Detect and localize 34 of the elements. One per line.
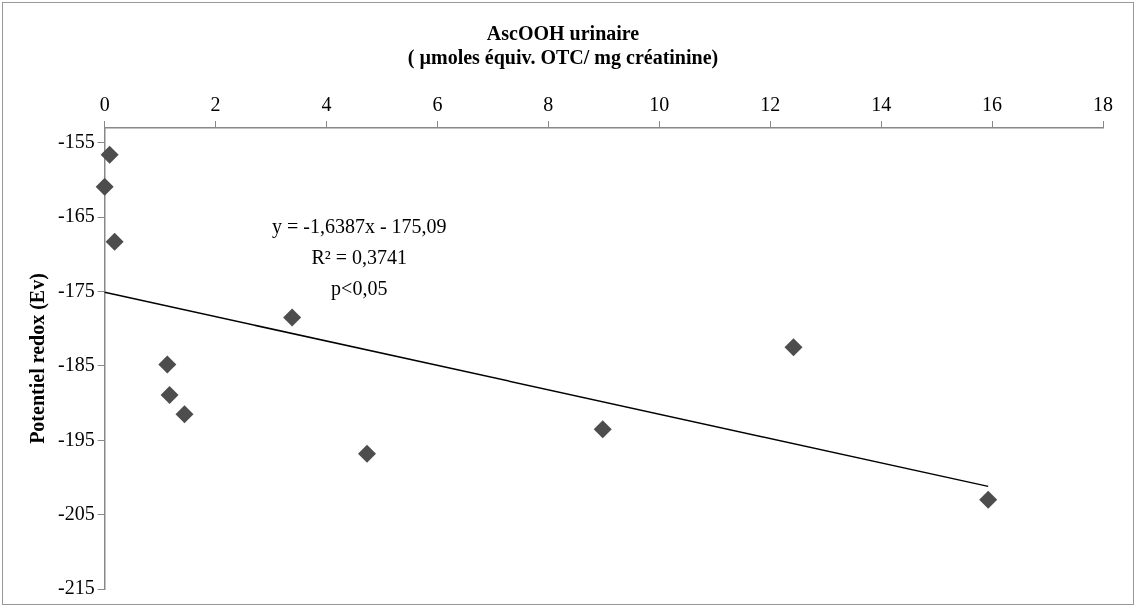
- point: [175, 405, 194, 424]
- x-tick-label: 0: [99, 93, 110, 116]
- point: [158, 355, 177, 374]
- x-tick-label: 6: [432, 93, 443, 116]
- text: AscOOH urinaire: [486, 22, 640, 45]
- x-tick-label: 12: [760, 93, 781, 116]
- x-tick-label: 18: [1093, 93, 1113, 116]
- point: [784, 338, 803, 357]
- annotation: y = -1,6387x - 175,09: [271, 215, 447, 239]
- y-tick-label: -165: [57, 204, 95, 227]
- x-tick-label: 10: [649, 93, 670, 116]
- text: ( µmoles équiv. OTC/ mg créatinine): [407, 46, 719, 69]
- y-tick-label: -195: [57, 427, 95, 450]
- y-tick-label: -205: [57, 501, 95, 524]
- y-axis-title: Potentiel redox (Ev): [26, 273, 50, 444]
- y-tick-label: -185: [57, 353, 95, 376]
- y-tick-label: -155: [57, 130, 95, 153]
- point: [100, 145, 119, 164]
- point: [160, 385, 179, 404]
- point: [283, 308, 302, 327]
- point: [593, 420, 612, 439]
- point: [979, 490, 998, 509]
- y-tick-label: -175: [57, 278, 95, 301]
- y-tick-label: -215: [57, 576, 95, 599]
- x-tick-label: 8: [543, 93, 554, 116]
- x-tick-label: 14: [871, 93, 892, 116]
- x-tick-label: 4: [321, 93, 332, 116]
- annotation: R² = 0,3741: [311, 246, 408, 269]
- point: [95, 177, 114, 196]
- x-tick-label: 16: [982, 93, 1003, 116]
- point: [358, 444, 376, 463]
- annotation: p<0,05: [331, 277, 388, 301]
- point: [105, 232, 124, 251]
- x-tick-label: 2: [210, 93, 221, 116]
